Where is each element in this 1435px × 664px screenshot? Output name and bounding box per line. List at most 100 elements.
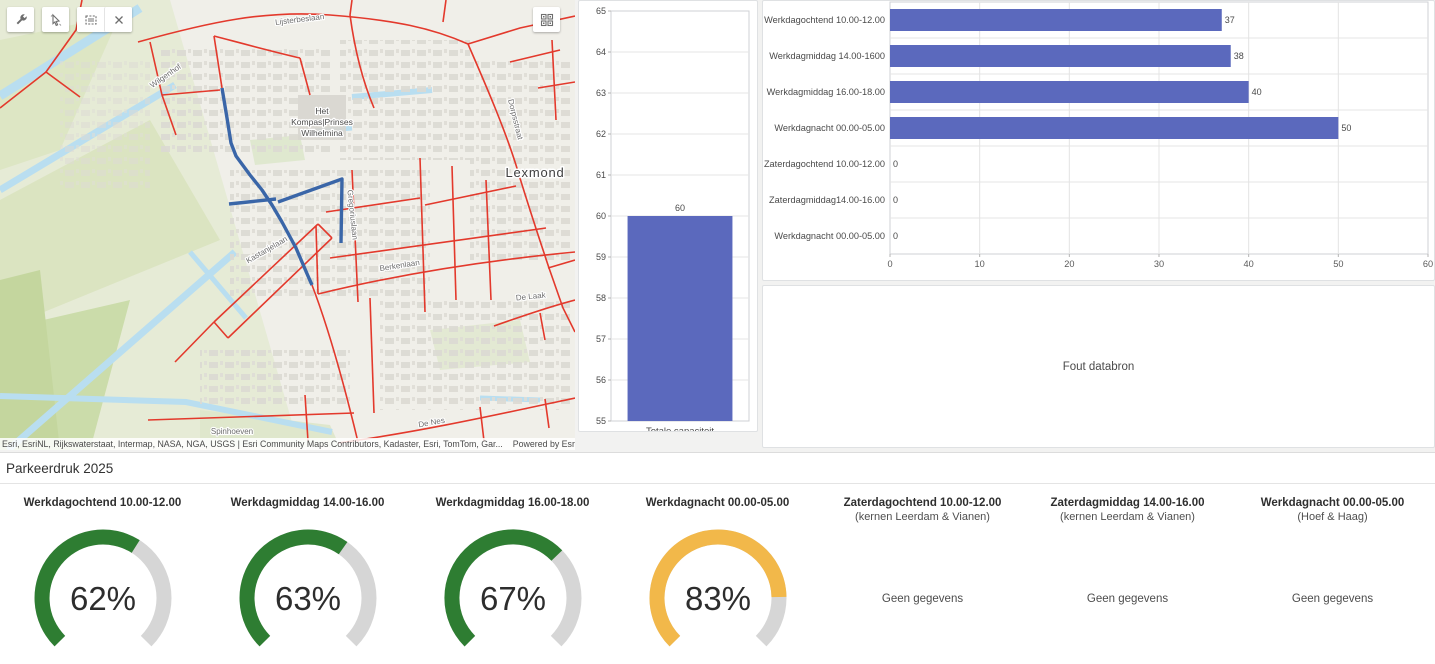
capacity-bar[interactable]	[627, 216, 733, 421]
chart-text: 37	[1225, 15, 1235, 25]
gauge-title: Zaterdagmiddag 14.00-16.00	[1050, 497, 1205, 509]
gauge-title: Werkdagnacht 00.00-05.00	[645, 497, 790, 509]
no-data-message: Geen gegevens	[1291, 593, 1374, 606]
chart-text: 20	[1064, 259, 1074, 269]
gauge-card: Zaterdagochtend 10.00-12.00 (kernen Leerd…	[820, 484, 1025, 664]
gauge: 83%	[649, 529, 786, 647]
section-title: Parkeerdruk 2025	[6, 461, 114, 476]
section-divider	[0, 483, 1435, 484]
chart-text: 64	[596, 47, 606, 57]
wrench-icon	[16, 13, 27, 24]
occupancy-bar[interactable]	[890, 9, 1222, 31]
gauge-title: Werkdagmiddag 16.00-18.00	[435, 497, 590, 509]
gauge-subtitle: (kernen Leerdam & Vianen)	[1060, 511, 1195, 524]
chart-text: 55	[596, 416, 606, 426]
parkeerdruk-section: Parkeerdruk 2025 Werkdagochtend 10.00-12…	[0, 452, 1435, 664]
chart-text: 59	[596, 252, 606, 262]
capacity-chart: 55 56 57 58 59 60 61 62 63 64 65 60 Totale capacitei…	[596, 6, 750, 431]
error-panel: Fout databron	[762, 285, 1435, 448]
grid-icon	[540, 13, 553, 26]
chart-text: 63	[596, 88, 606, 98]
gauge-title: Werkdagnacht 00.00-05.00	[1260, 497, 1405, 509]
gauge-subtitle: (kernen Leerdam & Vianen)	[855, 511, 990, 524]
chart-text: Werkdagmiddag 16.00-18.00	[767, 87, 885, 97]
occupancy-bar[interactable]	[890, 117, 1339, 139]
rectangle-icon	[84, 14, 97, 25]
map-canvas[interactable]: Het Kompas|Prinses Wilhelmina Lexmond Li…	[0, 0, 575, 450]
powered-by-esri: Powered by Esri	[506, 437, 575, 450]
map-label-facility-line3: Wilhelmina	[301, 128, 343, 138]
grid-toggle-button[interactable]	[533, 7, 560, 32]
chart-text: 61	[596, 170, 606, 180]
gauge-card: Werkdagmiddag 16.00-18.00 67%	[410, 484, 615, 664]
chart-text: 58	[596, 293, 606, 303]
chart-text: 0	[893, 195, 898, 205]
gauge-percent: 62%	[69, 580, 135, 617]
chart-text: 40	[1252, 87, 1262, 97]
chart-text: 38	[1234, 51, 1244, 61]
map[interactable]: Het Kompas|Prinses Wilhelmina Lexmond Li…	[0, 0, 575, 450]
gauge-value-arc	[239, 529, 347, 647]
gauge: 62%	[34, 529, 171, 647]
chart-text: 62	[596, 129, 606, 139]
chart-text: 50	[1341, 123, 1351, 133]
chart-text: 60	[675, 203, 685, 213]
chart-text: 30	[1154, 259, 1164, 269]
gauge-title: Werkdagmiddag 14.00-16.00	[230, 497, 385, 509]
no-data-message: Geen gegevens	[881, 593, 964, 606]
no-data-message: Geen gegevens	[1086, 593, 1169, 606]
error-message: Fout databron	[1062, 360, 1135, 373]
chart-text: 50	[1333, 259, 1343, 269]
gauge-card: Werkdagnacht 00.00-05.00 (Hoef & Haag) Gee…	[1230, 484, 1435, 664]
occupancy-bar[interactable]	[890, 81, 1249, 103]
gauge-row: Werkdagochtend 10.00-12.00 62% Werkdagmidd…	[0, 484, 1435, 664]
occupancy-bar[interactable]	[890, 45, 1231, 67]
chart-text: Zaterdagochtend 10.00-12.00	[764, 159, 885, 169]
chart-text: Totale capaciteit	[646, 426, 714, 431]
chart-text: 57	[596, 334, 606, 344]
sketch-tool-button[interactable]	[7, 7, 34, 32]
selected-streets[interactable]	[220, 87, 344, 286]
gauge-card: Werkdagnacht 00.00-05.00 83%	[615, 484, 820, 664]
chart-text: 0	[887, 259, 892, 269]
gauge-value-arc	[443, 529, 562, 647]
chart-text: Zaterdagmiddag14.00-16.00	[769, 195, 885, 205]
chart-text: 60	[1423, 259, 1433, 269]
gauge-card: Zaterdagmiddag 14.00-16.00 (kernen Leerda…	[1025, 484, 1230, 664]
map-toolbar	[7, 7, 132, 32]
gauge-percent: 67%	[479, 580, 545, 617]
select-tool-button[interactable]	[42, 7, 69, 32]
gauge-card: Werkdagochtend 10.00-12.00 62%	[0, 484, 205, 664]
chart-text: Werkdagmiddag 14.00-1600	[769, 51, 885, 61]
gauge: 67%	[443, 529, 581, 647]
extent-select-button[interactable]	[77, 7, 104, 32]
chart-text: 0	[893, 159, 898, 169]
gauge-title: Werkdagochtend 10.00-12.00	[23, 497, 182, 509]
capacity-chart-panel: 55 56 57 58 59 60 61 62 63 64 65 60 Totale capacitei…	[578, 0, 758, 432]
selection-tool-group	[77, 7, 132, 32]
clear-selection-button[interactable]	[104, 7, 132, 32]
gauge: 63%	[239, 529, 376, 647]
chart-text: 56	[596, 375, 606, 385]
gauge-percent: 83%	[684, 580, 750, 617]
chart-text: Werkdagnacht 00.00-05.00	[774, 123, 885, 133]
map-label-facility-line2: Kompas|Prinses	[291, 117, 353, 127]
gauge-percent: 63%	[274, 580, 340, 617]
street-network	[0, 0, 575, 444]
map-label-town: Lexmond	[505, 165, 564, 180]
chart-text: 40	[1244, 259, 1254, 269]
occupancy-chart-panel: 0 10 20 30 40 50 60 Werkdagochtend 10.00-12.00 3…	[762, 0, 1435, 281]
gauge-title: Zaterdagochtend 10.00-12.00	[843, 497, 1002, 509]
map-street-label: De Laak	[515, 290, 547, 302]
pointer-icon	[50, 13, 61, 26]
chart-text: Werkdagochtend 10.00-12.00	[764, 15, 885, 25]
dashboard-top-row: Het Kompas|Prinses Wilhelmina Lexmond Li…	[0, 0, 1435, 450]
occupancy-chart: 0 10 20 30 40 50 60 Werkdagochtend 10.00-12.00 3…	[764, 1, 1433, 269]
gauge-card: Werkdagmiddag 14.00-16.00 63%	[205, 484, 410, 664]
chart-text: Werkdagnacht 00.00-05.00	[774, 231, 885, 241]
map-label-facility-line1: Het	[315, 106, 329, 116]
gauge-value-arc	[649, 529, 786, 647]
map-attribution: Esri, EsriNL, Rijkswaterstaat, Intermap,…	[0, 437, 575, 450]
chart-text: 65	[596, 6, 606, 16]
chart-text: 0	[893, 231, 898, 241]
